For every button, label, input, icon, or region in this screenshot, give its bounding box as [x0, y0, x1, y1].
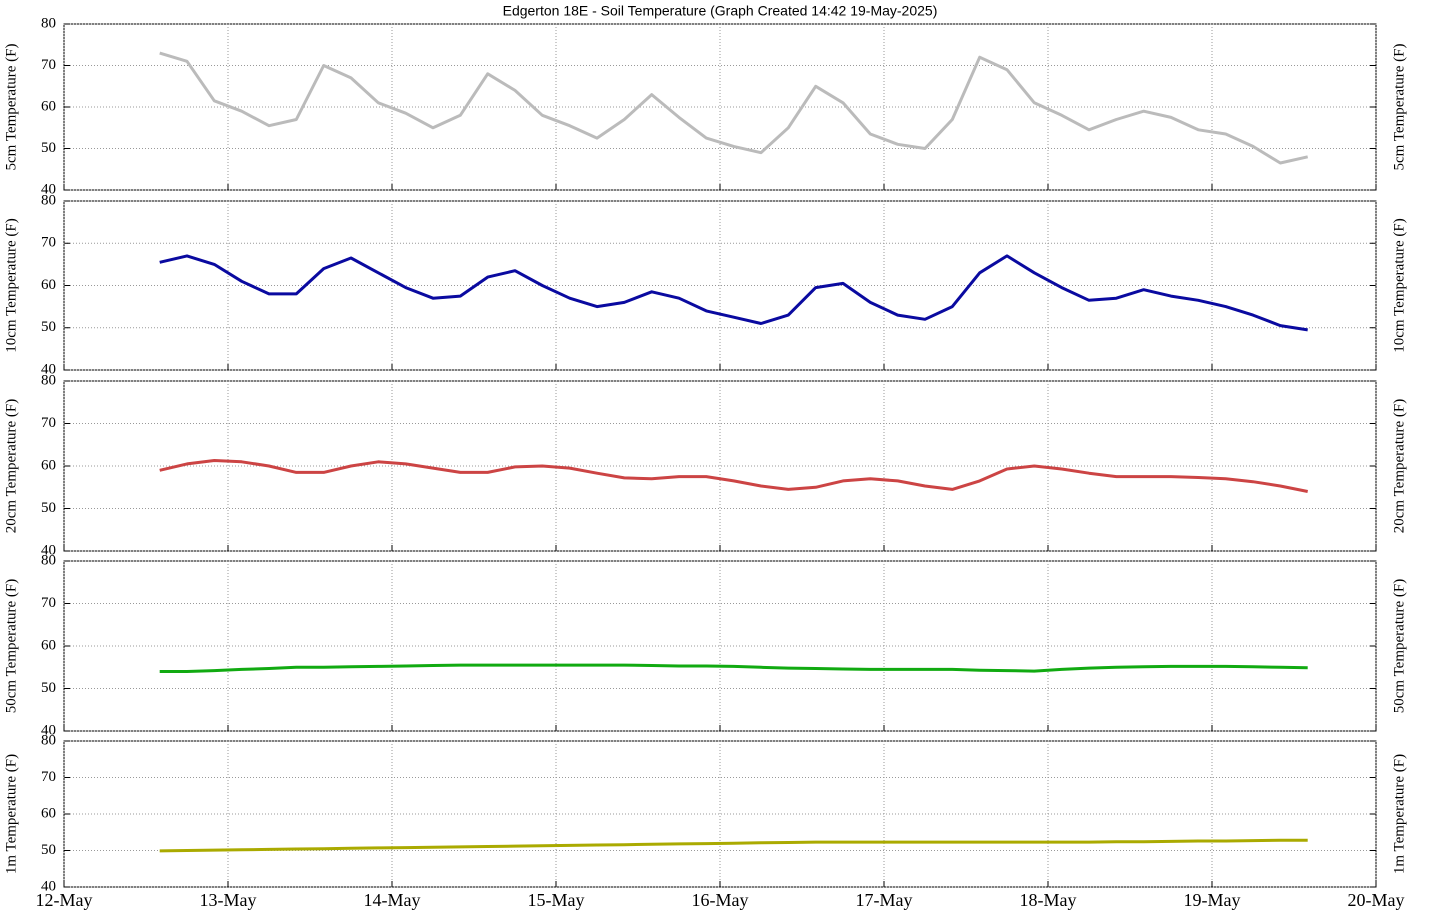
- series-line: [159, 663, 1308, 673]
- y-axis-label-right: 5cm Temperature (F): [1391, 44, 1407, 171]
- y-axis-label-right: 20cm Temperature (F): [1391, 399, 1407, 533]
- y-tick-label: 40: [41, 361, 56, 377]
- y-axis-label-right: 1m Temperature (F): [1391, 754, 1407, 874]
- y-axis-label-right: 50cm Temperature (F): [1391, 579, 1407, 713]
- y-tick-label: 60: [41, 277, 56, 293]
- y-tick-label: 50: [41, 680, 56, 696]
- x-tick-label: 20-May: [1348, 890, 1405, 910]
- y-tick-label: 50: [41, 842, 56, 858]
- y-axis-label: 5cm Temperature (F): [3, 44, 19, 171]
- chart-title: Edgerton 18E - Soil Temperature (Graph C…: [503, 3, 938, 19]
- y-tick-label: 70: [41, 769, 56, 785]
- series-line: [159, 254, 1308, 332]
- y-axis-label: 1m Temperature (F): [3, 754, 19, 874]
- y-tick-label: 40: [41, 722, 56, 738]
- y-tick-label: 50: [41, 140, 56, 156]
- y-tick-label: 50: [41, 500, 56, 516]
- y-tick-label: 70: [41, 235, 56, 251]
- y-tick-label: 60: [41, 98, 56, 114]
- y-tick-label: 40: [41, 181, 56, 197]
- x-tick-label: 13-May: [200, 890, 257, 910]
- series-line: [159, 51, 1309, 165]
- y-tick-label: 50: [41, 319, 56, 335]
- y-axis-label-right: 10cm Temperature (F): [1391, 218, 1407, 352]
- x-tick-label: 14-May: [364, 890, 421, 910]
- series-line: [159, 838, 1308, 853]
- x-tick-label: 19-May: [1184, 890, 1241, 910]
- y-tick-label: 60: [41, 457, 56, 473]
- y-tick-label: 70: [41, 415, 56, 431]
- y-axis-label: 10cm Temperature (F): [3, 218, 19, 352]
- y-tick-label: 80: [41, 552, 56, 568]
- y-axis-label: 20cm Temperature (F): [3, 399, 19, 533]
- y-tick-label: 80: [41, 732, 56, 748]
- y-tick-label: 80: [41, 372, 56, 388]
- y-tick-label: 40: [41, 878, 56, 894]
- x-tick-label: 18-May: [1020, 890, 1077, 910]
- y-axis-label: 50cm Temperature (F): [3, 579, 19, 713]
- x-tick-label: 17-May: [856, 890, 913, 910]
- x-tick-label: 16-May: [692, 890, 749, 910]
- y-tick-label: 80: [41, 15, 56, 31]
- x-tick-label: 15-May: [528, 890, 585, 910]
- y-tick-label: 80: [41, 192, 56, 208]
- x-tick-label: 12-May: [36, 890, 93, 910]
- series-line: [159, 459, 1308, 493]
- y-tick-label: 60: [41, 637, 56, 653]
- y-tick-label: 40: [41, 542, 56, 558]
- y-tick-label: 70: [41, 57, 56, 73]
- y-tick-label: 70: [41, 595, 56, 611]
- y-tick-label: 60: [41, 805, 56, 821]
